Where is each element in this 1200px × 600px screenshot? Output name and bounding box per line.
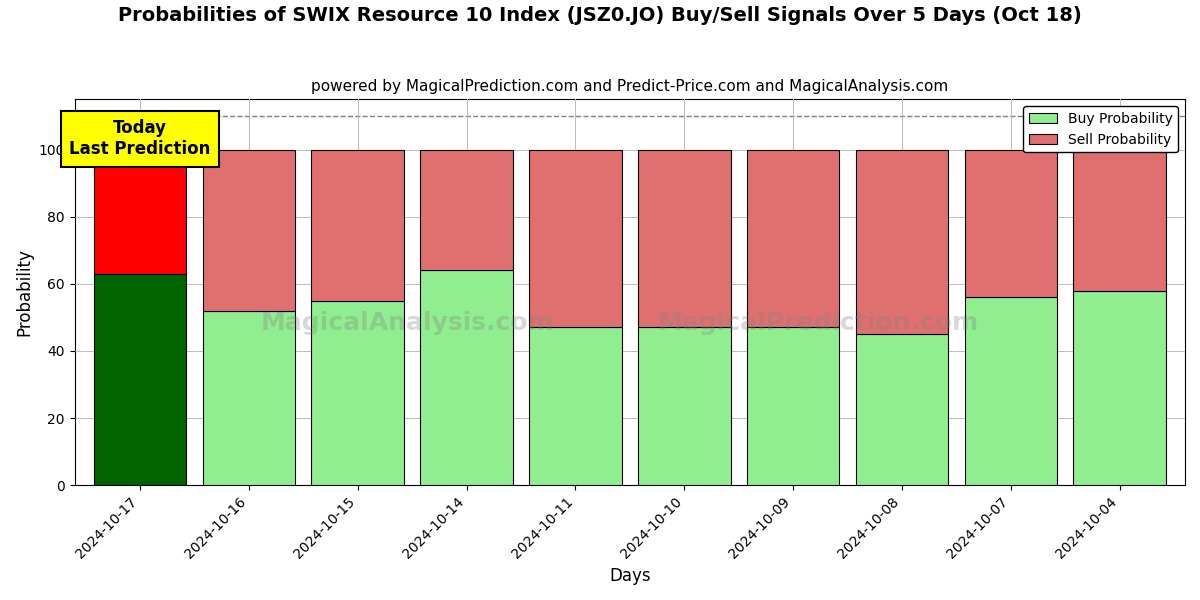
Legend: Buy Probability, Sell Probability: Buy Probability, Sell Probability (1024, 106, 1178, 152)
Text: MagicalPrediction.com: MagicalPrediction.com (658, 311, 979, 335)
Text: MagicalAnalysis.com: MagicalAnalysis.com (260, 311, 554, 335)
Bar (965, 297, 1057, 485)
Title: powered by MagicalPrediction.com and Predict-Price.com and MagicalAnalysis.com: powered by MagicalPrediction.com and Pre… (311, 79, 948, 94)
Bar (94, 149, 186, 274)
Bar (1074, 290, 1166, 485)
Bar (312, 149, 404, 301)
Bar (638, 328, 731, 485)
Bar (746, 149, 839, 328)
Bar (856, 334, 948, 485)
Bar (746, 328, 839, 485)
Bar (529, 328, 622, 485)
Bar (1074, 149, 1166, 290)
Bar (420, 271, 512, 485)
Text: Probabilities of SWIX Resource 10 Index (JSZ0.JO) Buy/Sell Signals Over 5 Days (: Probabilities of SWIX Resource 10 Index … (118, 6, 1082, 25)
Bar (529, 149, 622, 328)
Bar (638, 149, 731, 328)
Bar (203, 311, 295, 485)
X-axis label: Days: Days (610, 567, 650, 585)
Bar (420, 149, 512, 271)
Bar (965, 149, 1057, 297)
Y-axis label: Probability: Probability (16, 248, 34, 336)
Bar (312, 301, 404, 485)
Bar (856, 149, 948, 334)
Text: Today
Last Prediction: Today Last Prediction (70, 119, 211, 158)
Bar (94, 274, 186, 485)
Bar (203, 149, 295, 311)
